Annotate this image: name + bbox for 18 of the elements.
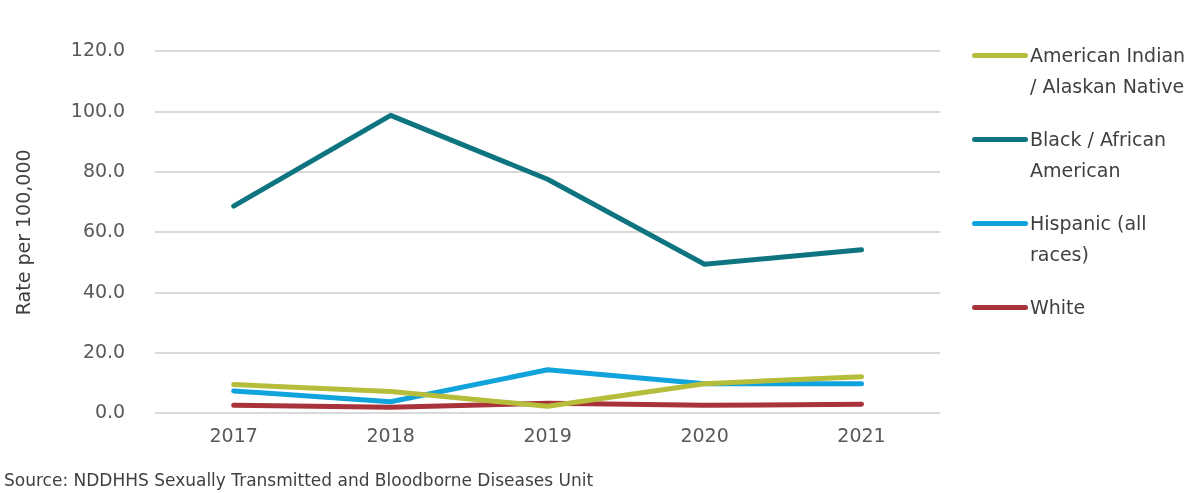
- legend-label: Black / African American: [1030, 127, 1168, 183]
- y-tick-label: 20.0: [82, 339, 126, 362]
- y-tick-label: 100.0: [70, 98, 126, 121]
- y-tick-label: 120.0: [70, 38, 126, 61]
- y-tick-label: 80.0: [82, 158, 126, 181]
- y-axis-title: Rate per 100,000: [12, 149, 35, 316]
- source-note: Source: NDDHHS Sexually Transmitted and Bloodborne Diseases Unit: [4, 470, 594, 490]
- x-tick-label: 2017: [209, 423, 258, 446]
- y-tick-label: 0.0: [94, 400, 126, 423]
- x-tick-label: 2019: [523, 423, 572, 446]
- y-tick-label: 40.0: [82, 279, 126, 302]
- legend-label: Hispanic (all races): [1030, 211, 1148, 267]
- legend-label: White: [1030, 295, 1086, 320]
- x-tick-label: 2020: [680, 423, 729, 446]
- legend-label: American Indian / Alaskan Native: [1030, 43, 1187, 99]
- x-tick-label: 2018: [366, 423, 415, 446]
- y-tick-label: 60.0: [82, 219, 126, 242]
- x-tick-label: 2021: [837, 423, 886, 446]
